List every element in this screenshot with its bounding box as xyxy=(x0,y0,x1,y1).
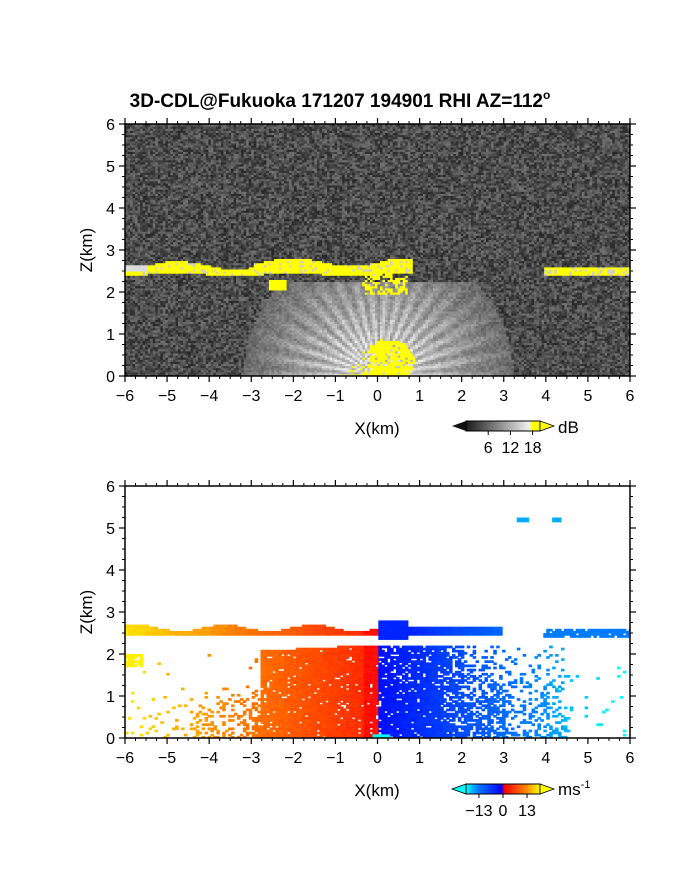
backscatter-heatmap xyxy=(125,122,633,377)
chart-title: 3D-CDL@Fukuoka 171207 194901 RHI AZ=112o xyxy=(130,88,551,112)
title-degree-sign: o xyxy=(543,88,550,102)
figure: 3D-CDL@Fukuoka 171207 194901 RHI AZ=112o… xyxy=(0,0,680,880)
